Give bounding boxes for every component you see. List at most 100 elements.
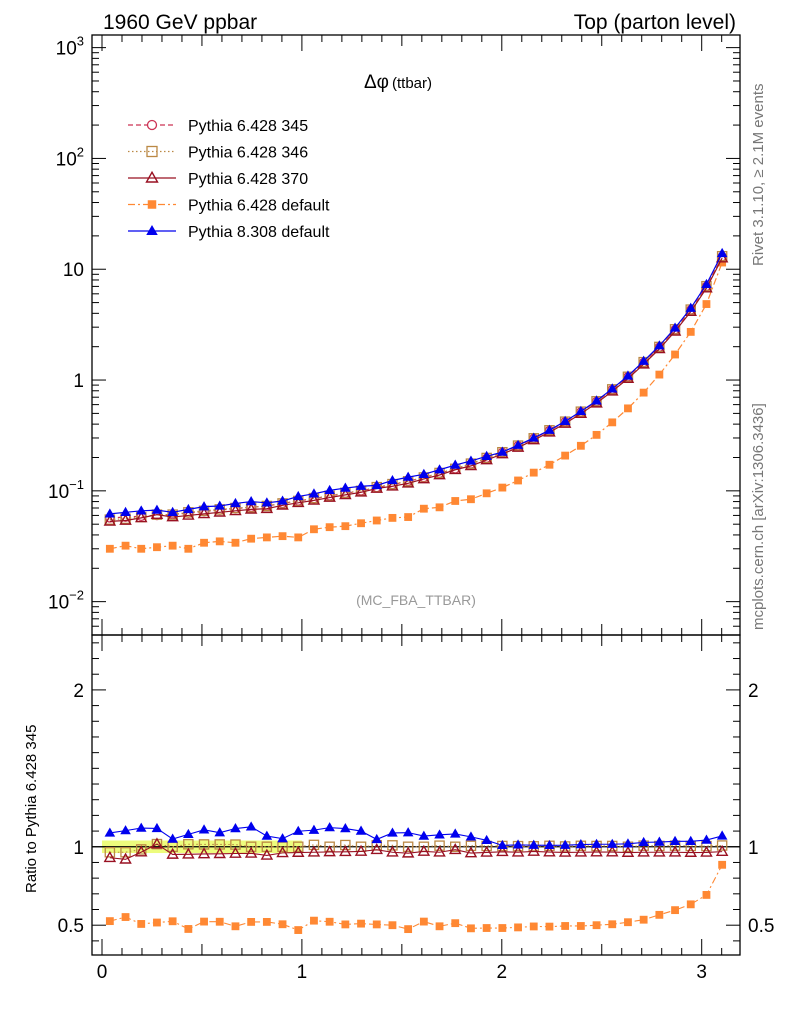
data-point: [433, 468, 446, 480]
legend-marker: [146, 225, 158, 235]
data-point: [387, 474, 398, 485]
data-point: [544, 839, 555, 850]
data-point: [702, 891, 711, 899]
y-tick-label: 10−2: [48, 588, 84, 614]
data-point: [261, 497, 273, 507]
data-point: [121, 541, 130, 550]
data-point: [482, 924, 491, 932]
legend-entry-pythia-6-428-346: Pythia 6.428 346: [128, 145, 308, 162]
data-point: [182, 508, 195, 520]
main-axis-ticks: [92, 35, 740, 636]
data-point: [718, 860, 727, 869]
data-point: [340, 823, 351, 833]
data-point: [608, 418, 617, 427]
data-point: [465, 831, 477, 841]
ratio-series-pythia-8-308-default: [104, 821, 728, 850]
data-point: [247, 534, 256, 543]
data-point: [404, 513, 413, 521]
data-point: [528, 432, 540, 442]
legend-label: Pythia 6.428 default: [188, 198, 330, 215]
data-point: [323, 845, 336, 857]
data-point: [371, 479, 383, 490]
data-point: [655, 370, 664, 379]
data-point: [292, 841, 304, 853]
legend-entry-pythia-6-428-345: Pythia 6.428 345: [128, 118, 308, 135]
data-point: [639, 915, 648, 924]
data-point: [435, 503, 444, 512]
data-point: [387, 840, 398, 851]
data-point: [482, 489, 491, 498]
data-point: [340, 839, 351, 851]
series-pythia-8-308-default: [104, 247, 728, 518]
y-tick-label: 10−1: [48, 477, 84, 503]
data-point: [591, 395, 602, 405]
y-tick-label: 103: [56, 34, 84, 60]
y-tick-label: 1: [73, 371, 84, 392]
data-point: [481, 450, 492, 460]
data-point: [247, 917, 256, 926]
data-point: [715, 844, 729, 857]
data-point: [404, 925, 413, 934]
data-point: [386, 479, 399, 491]
data-point: [558, 845, 572, 857]
side-label-rivet: Rivet 3.1.10, ≥ 2.1M events: [750, 84, 767, 267]
data-point: [497, 446, 508, 456]
side-label-mcplots: mcplots.cern.ch [arXiv:1306.3436]: [750, 403, 767, 630]
ratio-panel-frame: [91, 634, 741, 956]
legend-label: Pythia 6.428 370: [188, 171, 308, 188]
data-point: [498, 483, 507, 492]
data-point: [119, 852, 132, 864]
data-point: [654, 340, 665, 350]
data-point: [214, 827, 226, 837]
data-point: [686, 900, 695, 909]
data-point: [685, 835, 697, 845]
ratio-series-line: [109, 843, 723, 853]
ratio-series-line: [109, 864, 723, 931]
data-point: [496, 845, 509, 857]
data-point: [105, 544, 114, 553]
data-point: [182, 847, 195, 859]
data-point: [230, 497, 241, 508]
data-point: [543, 845, 556, 857]
data-point: [418, 830, 430, 840]
data-point: [451, 497, 460, 505]
data-point: [167, 506, 178, 516]
data-point: [419, 504, 428, 513]
data-point: [701, 278, 712, 289]
ratio-series-line: [109, 843, 723, 860]
data-point: [498, 924, 507, 932]
data-point: [294, 533, 303, 542]
data-point: [291, 845, 305, 857]
x-tick-label: 1: [297, 962, 308, 983]
data-point: [716, 830, 728, 840]
y-tick-label: 10: [63, 260, 84, 281]
data-point: [435, 922, 444, 931]
data-point: [467, 495, 475, 504]
data-point: [262, 533, 271, 542]
data-point: [277, 833, 288, 843]
legend-entry-pythia-6-428-370: Pythia 6.428 370: [128, 170, 308, 188]
data-point: [684, 845, 698, 857]
data-point: [417, 472, 431, 484]
data-point: [104, 847, 116, 858]
data-point: [686, 327, 695, 336]
data-point: [198, 824, 210, 834]
data-point: [653, 845, 666, 857]
data-point: [668, 845, 682, 857]
data-point: [278, 920, 287, 929]
data-point: [605, 845, 619, 857]
data-point: [592, 430, 601, 439]
data-point: [370, 843, 383, 855]
data-point: [497, 839, 508, 850]
data-point: [545, 922, 554, 931]
data-point: [448, 463, 462, 475]
data-point: [153, 918, 161, 927]
data-point: [639, 388, 648, 397]
data-point: [137, 920, 146, 928]
data-point: [200, 917, 208, 926]
data-point: [151, 822, 163, 833]
data-point: [434, 464, 445, 474]
data-point: [278, 532, 287, 541]
